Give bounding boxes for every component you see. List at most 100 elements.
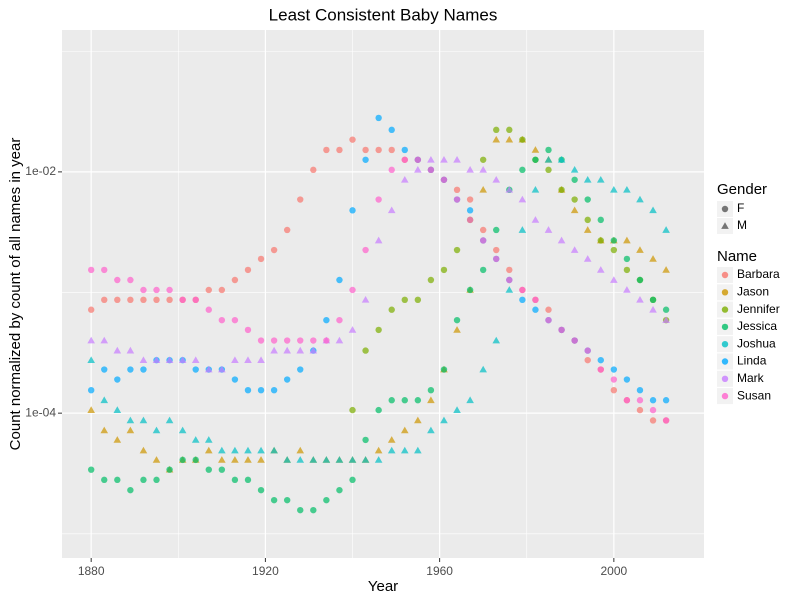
data-point (336, 486, 343, 494)
data-point (532, 306, 539, 313)
data-point (649, 206, 657, 214)
data-point (623, 286, 631, 293)
data-point (127, 296, 134, 304)
data-point (440, 266, 448, 274)
data-point (139, 446, 148, 454)
data-point (257, 255, 265, 263)
legend-symbol (721, 306, 729, 313)
legend-symbol (721, 222, 729, 229)
data-point (544, 226, 553, 233)
data-point (387, 446, 396, 454)
data-point (466, 396, 474, 404)
data-point (114, 276, 121, 284)
data-point (649, 397, 657, 404)
data-point (192, 366, 199, 373)
data-point (388, 397, 395, 404)
data-point (545, 316, 552, 324)
data-point (387, 436, 396, 443)
data-point (636, 276, 644, 284)
data-point (348, 326, 357, 333)
data-point (126, 346, 135, 354)
data-point (518, 226, 527, 233)
data-point (101, 296, 108, 304)
data-point (400, 426, 409, 434)
data-point (440, 416, 448, 424)
data-point (453, 406, 461, 413)
data-point (218, 446, 226, 454)
data-point (336, 146, 343, 154)
x-axis-label: Year (368, 578, 398, 595)
data-point (597, 216, 604, 224)
data-point (192, 456, 199, 464)
data-point (414, 166, 422, 173)
data-point (518, 195, 527, 203)
data-point (218, 365, 226, 373)
x-tick-label: 1920 (252, 564, 279, 578)
data-point (153, 286, 160, 294)
data-point (152, 456, 161, 463)
data-point (140, 476, 147, 484)
legend-symbol (721, 205, 729, 213)
data-point (506, 266, 513, 274)
data-point (636, 406, 644, 414)
data-point (479, 226, 487, 234)
data-point (453, 155, 461, 163)
data-point (166, 296, 173, 304)
data-point (309, 346, 318, 354)
data-point (323, 337, 330, 344)
data-point (479, 186, 487, 193)
data-point (335, 456, 344, 463)
data-point (374, 236, 383, 244)
data-point (375, 326, 382, 334)
data-point (505, 135, 514, 143)
data-point (152, 356, 161, 364)
data-point (519, 166, 526, 174)
data-point (531, 146, 540, 153)
data-point (140, 366, 147, 373)
data-point (375, 114, 382, 122)
data-point (597, 356, 604, 364)
data-point (244, 476, 252, 484)
data-point (596, 266, 605, 273)
data-point (310, 337, 317, 344)
data-point (257, 446, 265, 454)
data-point (192, 296, 199, 304)
data-point (244, 446, 252, 454)
data-point (323, 496, 330, 504)
data-point (427, 396, 435, 404)
legend-symbol (721, 271, 729, 279)
data-point (584, 347, 591, 354)
data-point (519, 296, 526, 304)
data-point (270, 246, 278, 254)
legend-label: M (737, 218, 747, 232)
data-point (101, 366, 108, 373)
data-point (362, 146, 369, 154)
data-point (310, 166, 317, 174)
data-point (662, 417, 670, 424)
legend-title: Name (717, 248, 757, 265)
data-point (283, 346, 291, 354)
data-point (427, 166, 435, 174)
data-point (126, 416, 135, 424)
data-point (205, 286, 212, 294)
data-point (610, 246, 618, 254)
data-point (297, 506, 304, 514)
data-point (623, 376, 631, 383)
data-point (479, 365, 487, 373)
x-tick-label: 1880 (78, 564, 105, 578)
data-point (466, 166, 474, 173)
data-point (139, 416, 148, 424)
data-point (140, 286, 147, 294)
data-point (505, 186, 514, 193)
data-point (427, 155, 435, 163)
data-point (178, 356, 187, 364)
data-point (127, 366, 134, 373)
legend-label: Jessica (737, 319, 777, 333)
data-point (283, 337, 291, 344)
data-point (349, 136, 356, 143)
legend-label: Linda (737, 354, 767, 368)
data-point (532, 296, 539, 304)
data-point (87, 306, 95, 313)
data-point (531, 216, 540, 223)
